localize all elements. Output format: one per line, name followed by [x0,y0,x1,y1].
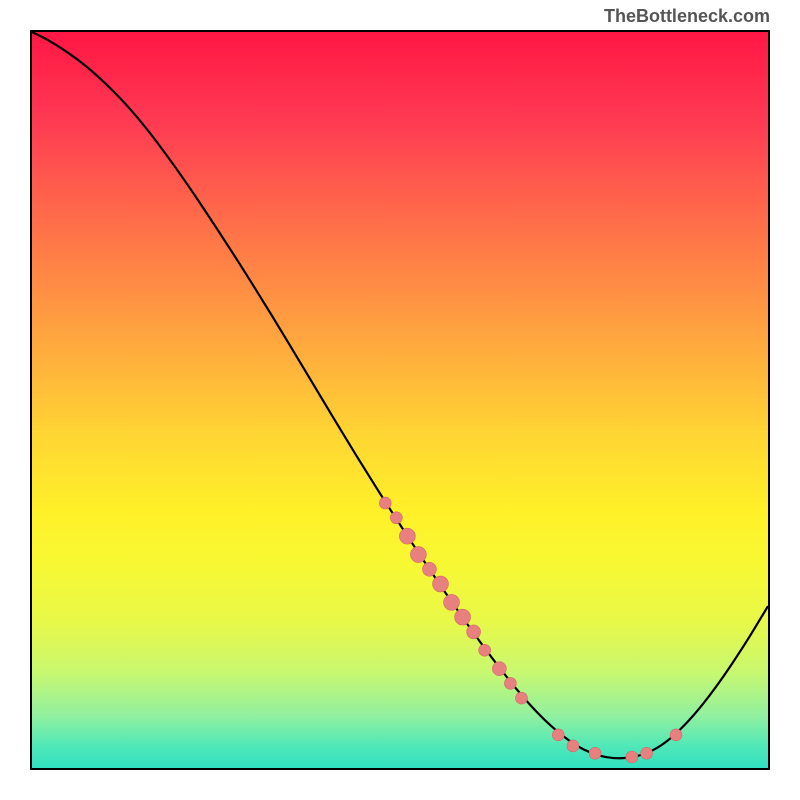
plot-area [30,30,770,770]
attribution-label: TheBottleneck.com [604,6,770,27]
bottleneck-chart: TheBottleneck.com [0,0,800,800]
gradient-background [32,32,768,768]
